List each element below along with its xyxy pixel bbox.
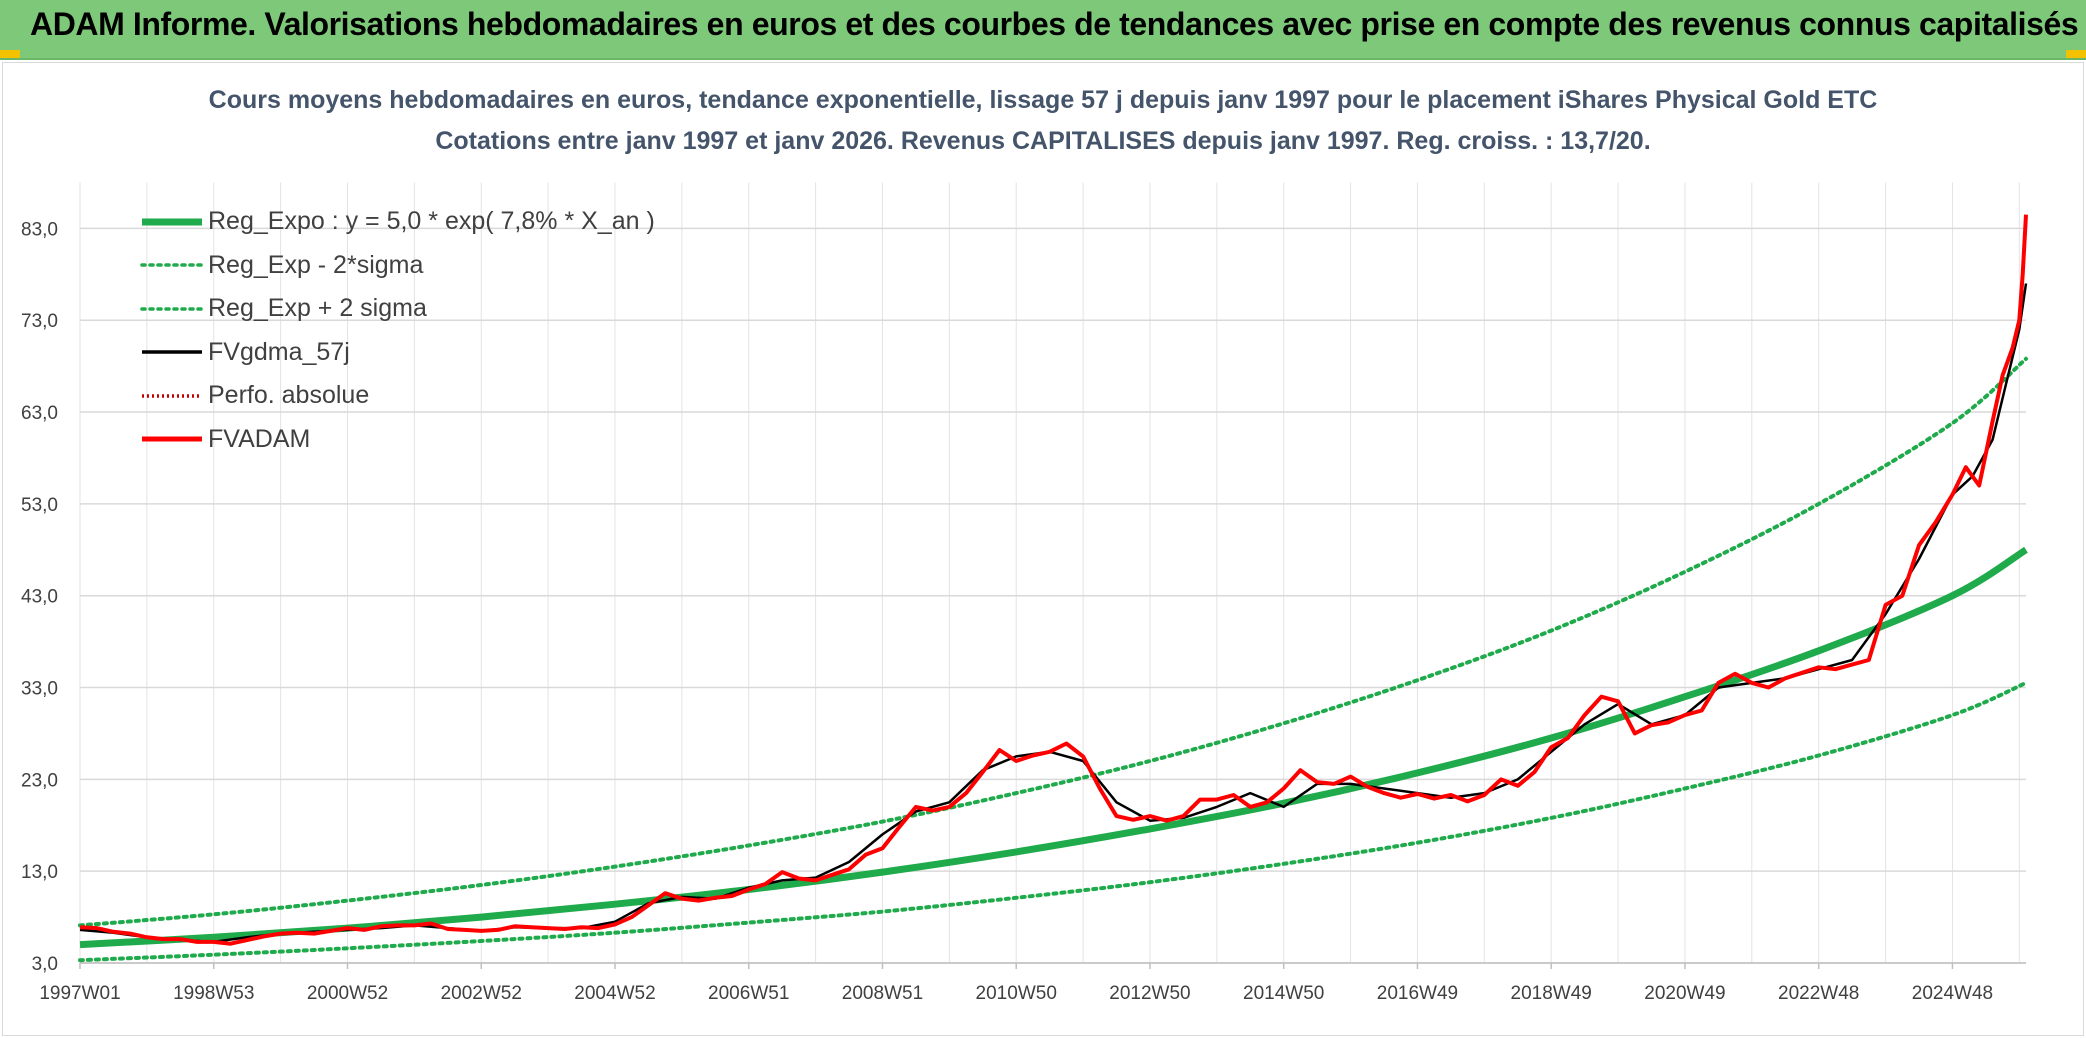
legend-item-fvgdma: FVgdma_57j [140, 331, 655, 375]
chart-legend: Reg_Expo : y = 5,0 * exp( 7,8% * X_an ) R… [140, 200, 655, 461]
series-reg-minus [78, 680, 2028, 963]
y-tick-label: 53,0 [21, 495, 58, 516]
legend-swatch [140, 391, 204, 401]
y-tick-label: 73,0 [21, 311, 58, 332]
legend-label: Reg_Expo : y = 5,0 * exp( 7,8% * X_an ) [208, 207, 655, 236]
x-tick-label: 2004W52 [574, 983, 655, 1004]
y-tick-label: 23,0 [21, 770, 58, 791]
x-tick-label: 1998W53 [173, 983, 254, 1004]
chart-subtitle: Cotations entre janv 1997 et janv 2026. … [435, 127, 1651, 155]
legend-label: FVgdma_57j [208, 337, 350, 366]
legend-label: Reg_Exp + 2 sigma [208, 294, 427, 323]
x-tick-label: 2016W49 [1377, 983, 1458, 1004]
y-tick-label: 83,0 [21, 219, 58, 240]
x-tick-label: 2006W51 [708, 983, 789, 1004]
y-tick-label: 13,0 [21, 862, 58, 883]
legend-swatch [140, 434, 204, 444]
chart-area [2, 62, 2084, 1036]
y-tick-label: 43,0 [21, 587, 58, 608]
report-banner: ADAM Informe. Valorisations hebdomadaire… [0, 0, 2086, 60]
x-tick-label: 2014W50 [1243, 983, 1324, 1004]
y-tick-label: 63,0 [21, 403, 58, 424]
banner-corner-left [0, 50, 20, 58]
x-tick-label: 2010W50 [976, 983, 1057, 1004]
x-tick-label: 2022W48 [1778, 983, 1859, 1004]
legend-swatch [140, 347, 204, 357]
x-tick-label: 2012W50 [1109, 983, 1190, 1004]
legend-swatch [140, 217, 204, 227]
banner-corner-right [2066, 50, 2086, 58]
legend-swatch [140, 260, 204, 270]
legend-swatch [140, 304, 204, 314]
legend-label: Reg_Exp - 2*sigma [208, 250, 424, 279]
legend-item-reg-plus: Reg_Exp + 2 sigma [140, 287, 655, 331]
x-tick-label: 2024W48 [1912, 983, 1993, 1004]
y-tick-label: 3,0 [32, 954, 58, 975]
x-tick-label: 2008W51 [842, 983, 923, 1004]
legend-item-reg-expo: Reg_Expo : y = 5,0 * exp( 7,8% * X_an ) [140, 200, 655, 244]
series-reg-expo [79, 546, 2028, 949]
x-tick-label: 2000W52 [307, 983, 388, 1004]
x-tick-label: 2002W52 [441, 983, 522, 1004]
series-fvadam [79, 214, 2028, 946]
series-reg-plus [78, 356, 2028, 928]
grid [79, 182, 2026, 964]
x-tick-label: 2020W49 [1644, 983, 1725, 1004]
x-tick-label: 1997W01 [39, 983, 120, 1004]
legend-item-perfo: Perfo. absolue [140, 374, 655, 418]
chart-title: Cours moyens hebdomadaires en euros, ten… [208, 86, 1878, 114]
legend-item-fvadam: FVADAM [140, 418, 655, 462]
report-title: ADAM Informe. Valorisations hebdomadaire… [30, 6, 2079, 42]
y-tick-label: 33,0 [21, 679, 58, 700]
legend-label: Perfo. absolue [208, 381, 370, 410]
legend-item-reg-minus: Reg_Exp - 2*sigma [140, 244, 655, 288]
x-tick-label: 2018W49 [1511, 983, 1592, 1004]
legend-label: FVADAM [208, 424, 311, 453]
